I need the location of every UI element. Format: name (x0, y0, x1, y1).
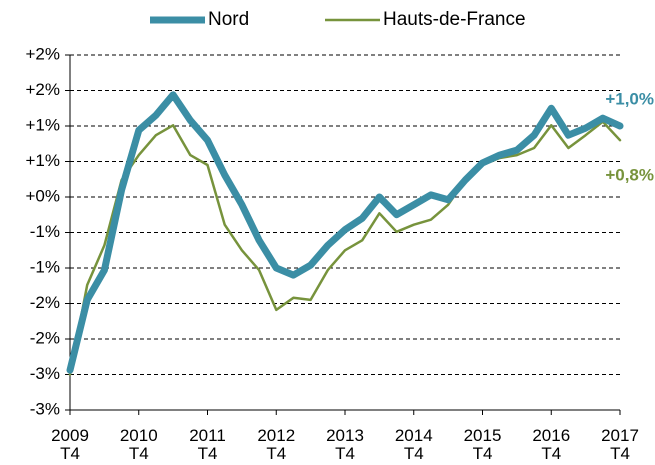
y-tick-label: -2% (30, 328, 60, 347)
y-tick-label: +0% (26, 186, 61, 205)
series-line (66, 91, 624, 374)
y-tick-label: +2% (26, 80, 61, 99)
value-label: +0,8% (605, 166, 654, 185)
series-line (68, 120, 622, 376)
y-tick-label: +2% (26, 44, 61, 63)
legend-label: Hauts-de-France (383, 9, 526, 30)
x-tick-label: 2014 T4 (394, 426, 433, 463)
x-tick-label: 2015 T4 (463, 426, 502, 463)
y-tick-label: +1% (26, 151, 61, 170)
legend-label: Nord (208, 9, 249, 30)
x-tick-label: 2017 T4 (601, 426, 639, 463)
x-tick-label: 2010 T4 (119, 426, 158, 463)
value-label: +1,0% (605, 89, 654, 108)
y-tick-label: -2% (30, 293, 60, 312)
y-tick-label: -1% (30, 222, 60, 241)
y-tick-label: -3% (30, 399, 60, 418)
y-tick-label: -3% (30, 364, 60, 383)
x-tick-label: 2013 T4 (326, 426, 364, 463)
x-tick-label: 2011 T4 (189, 426, 226, 463)
y-tick-label: -1% (30, 257, 60, 276)
x-tick-label: 2009 T4 (51, 426, 89, 463)
x-tick-label: 2016 T4 (532, 426, 571, 463)
y-tick-label: +1% (26, 115, 61, 134)
x-tick-label: 2012 T4 (257, 426, 296, 463)
